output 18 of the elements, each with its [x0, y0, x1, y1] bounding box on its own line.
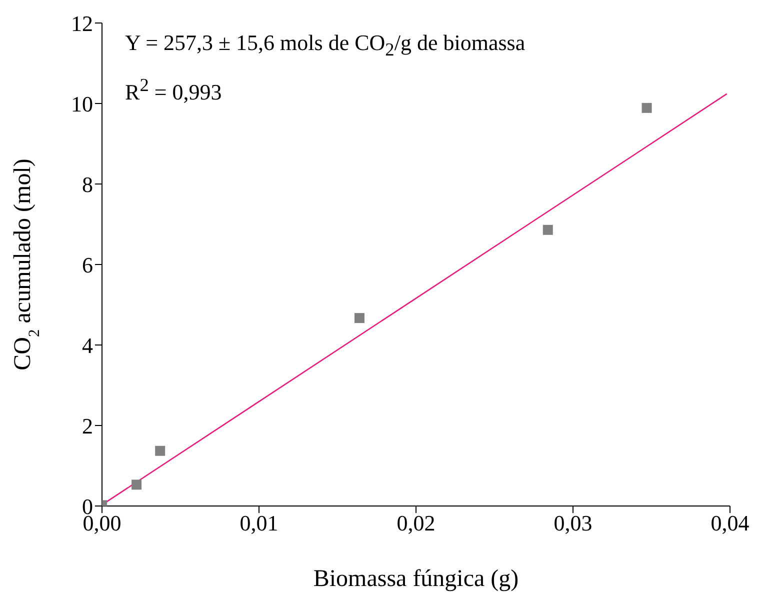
- x-axis-title: Biomassa fúngica (g): [313, 566, 519, 592]
- point: [354, 313, 364, 324]
- y-tick-label: 10: [71, 91, 93, 116]
- point: [642, 102, 652, 113]
- y-tick-label: 6: [82, 252, 93, 278]
- x-tick-label: 0,02: [396, 510, 436, 536]
- point: [132, 480, 142, 490]
- x-tick-label: 0,04: [710, 510, 750, 536]
- point: [155, 446, 166, 456]
- y-tick-label: 4: [82, 332, 93, 358]
- y-tick-label: 12: [71, 10, 93, 36]
- annotation: Y = 257,3 ± 15,6 mols de CO$_{2}$/g de biomassa: [125, 29, 526, 62]
- y-tick-label: 8: [82, 172, 93, 197]
- x-tick-label: 0,01: [240, 510, 278, 536]
- x-tick-label: 0,03: [554, 510, 592, 536]
- annotation: R$^{2}$ = 0,993: [125, 74, 222, 106]
- y-tick-label: 2: [82, 413, 93, 438]
- point: [542, 224, 553, 235]
